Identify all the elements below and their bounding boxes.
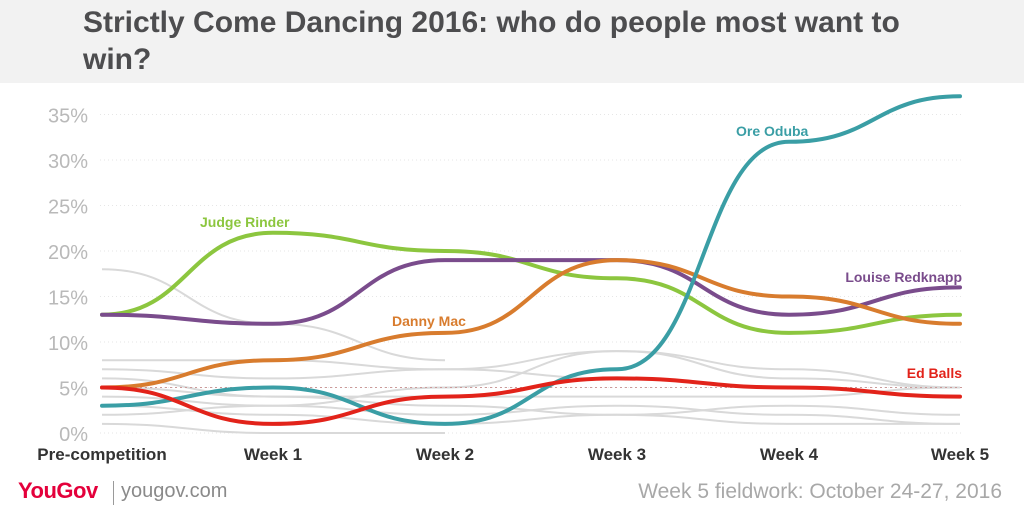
y-tick-label: 25%: [48, 197, 88, 219]
background-series-line: [101, 350, 961, 389]
background-series-line: [101, 350, 961, 416]
chart-title: Strictly Come Dancing 2016: who do peopl…: [83, 6, 900, 76]
x-tick-label: Week 2: [416, 445, 474, 464]
y-tick-label: 5%: [59, 379, 88, 401]
x-tick-label: Week 3: [588, 445, 646, 464]
fieldwork-note: Week 5 fieldwork: October 24-27, 2016: [638, 480, 1002, 503]
background-series: [101, 268, 961, 435]
gridlines: [100, 114, 962, 434]
y-tick-label: 10%: [48, 333, 88, 355]
series-line: [100, 258, 962, 390]
highlighted-series: [100, 94, 962, 426]
series-line: [100, 376, 962, 426]
x-tick-label: Pre-competition: [37, 445, 166, 464]
series-labels: Judge Rinder Louise Redknapp Danny Mac Ore …: [200, 123, 962, 381]
series-label: Judge Rinder: [200, 214, 290, 230]
series-label: Danny Mac: [392, 313, 466, 329]
series-label: Ed Balls: [907, 365, 962, 381]
y-tick-label: 0%: [59, 424, 88, 446]
site-link[interactable]: yougov.com: [121, 480, 228, 502]
background-series-line: [101, 404, 960, 425]
y-tick-label: 20%: [48, 242, 88, 264]
x-tick-label: Week 1: [244, 445, 302, 464]
series-label: Louise Redknapp: [845, 269, 962, 285]
y-tick-label: 15%: [48, 288, 88, 310]
background-series-line: [101, 422, 445, 435]
yougov-logo[interactable]: YouGov: [18, 478, 98, 503]
series-label: Ore Oduba: [736, 123, 809, 139]
y-tick-label: 30%: [48, 151, 88, 173]
x-tick-label: Week 4: [760, 445, 819, 464]
footer-divider: [113, 481, 114, 505]
x-tick-label: Week 5: [931, 445, 989, 464]
footer: YouGov yougov.com Week 5 fieldwork: Octo…: [0, 476, 1024, 512]
series-line: [100, 258, 962, 326]
y-axis-labels: 0% 5% 10% 15% 20% 25% 30% 35%: [48, 106, 88, 447]
chart: 0% 5% 10% 15% 20% 25% 30% 35% Judge Rinder Louis…: [37, 94, 989, 464]
y-tick-label: 35%: [48, 106, 88, 128]
title-band: [0, 0, 1024, 83]
x-axis-labels: Pre-competition Week 1 Week 2 Week 3 Week 4 W…: [37, 445, 989, 464]
series-line: [100, 230, 962, 335]
